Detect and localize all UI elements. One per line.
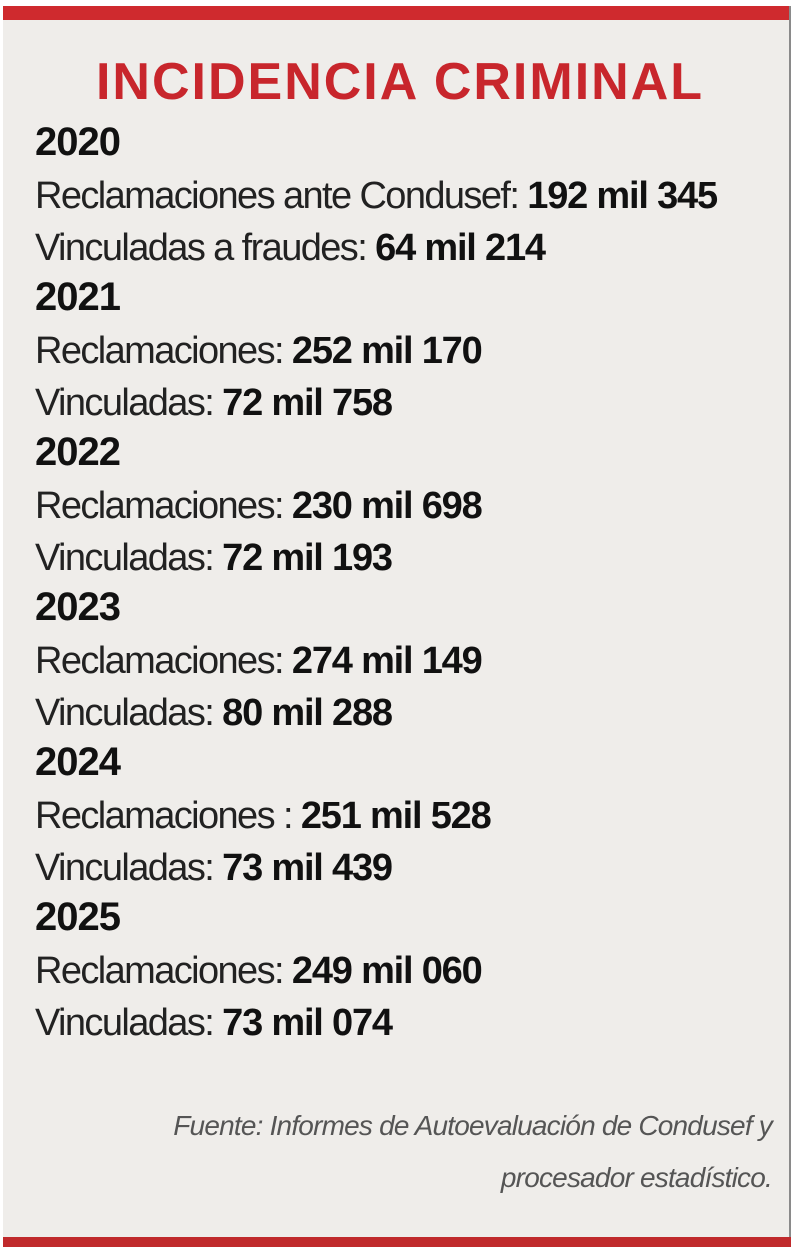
year-group: 2025 Reclamaciones: 249 mil 060 Vinculad… bbox=[35, 893, 717, 1048]
fraud-label: Vinculadas: bbox=[35, 1002, 215, 1044]
year-heading: 2020 bbox=[35, 120, 121, 164]
fraud-value: 73 mil 439 bbox=[222, 847, 393, 889]
year-group: 2021 Reclamaciones: 252 mil 170 Vinculad… bbox=[35, 273, 717, 428]
year-heading: 2023 bbox=[35, 585, 121, 629]
claims-line: Reclamaciones: 249 mil 060 bbox=[35, 945, 717, 997]
year-heading: 2022 bbox=[35, 430, 121, 474]
claims-value: 274 mil 149 bbox=[291, 640, 483, 682]
claims-value: 249 mil 060 bbox=[291, 950, 483, 992]
claims-line: Reclamaciones: 230 mil 698 bbox=[35, 480, 717, 532]
fraud-line: Vinculadas: 80 mil 288 bbox=[35, 687, 717, 739]
source-line-2: procesador estadístico. bbox=[500, 1162, 773, 1193]
claims-value: 251 mil 528 bbox=[300, 795, 492, 837]
claims-value: 192 mil 345 bbox=[527, 175, 718, 217]
fraud-value: 73 mil 074 bbox=[222, 1002, 393, 1044]
year-heading: 2021 bbox=[35, 275, 121, 319]
fraud-line: Vinculadas: 73 mil 074 bbox=[35, 997, 717, 1049]
claims-value: 252 mil 170 bbox=[291, 330, 483, 372]
bottom-accent-bar bbox=[3, 1237, 791, 1247]
infographic-card bbox=[3, 6, 791, 1246]
claims-line: Reclamaciones ante Condusef: 192 mil 345 bbox=[35, 170, 718, 222]
fraud-value: 80 mil 288 bbox=[222, 692, 393, 734]
source-note: Fuente: Informes de Autoevaluación de Co… bbox=[32, 1100, 773, 1204]
fraud-value: 72 mil 758 bbox=[222, 382, 393, 424]
infographic-title: INCIDENCIA CRIMINAL bbox=[95, 53, 705, 111]
claims-value: 230 mil 698 bbox=[291, 485, 483, 527]
claims-label: Reclamaciones : bbox=[35, 795, 294, 837]
claims-line: Reclamaciones: 274 mil 149 bbox=[35, 635, 717, 687]
year-group: 2022 Reclamaciones: 230 mil 698 Vinculad… bbox=[35, 428, 717, 583]
fraud-label: Vinculadas: bbox=[35, 382, 215, 424]
fraud-label: Vinculadas a fraudes: bbox=[35, 227, 368, 269]
top-accent-bar bbox=[3, 6, 789, 20]
claims-line: Reclamaciones: 252 mil 170 bbox=[35, 325, 717, 377]
claims-label: Reclamaciones: bbox=[35, 950, 285, 992]
claims-label: Reclamaciones ante Condusef: bbox=[35, 175, 520, 217]
fraud-label: Vinculadas: bbox=[35, 847, 215, 889]
year-group: 2024 Reclamaciones : 251 mil 528 Vincula… bbox=[35, 738, 717, 893]
fraud-line: Vinculadas: 72 mil 193 bbox=[35, 532, 717, 584]
claims-line: Reclamaciones : 251 mil 528 bbox=[35, 790, 717, 842]
fraud-value: 72 mil 193 bbox=[222, 537, 393, 579]
claims-label: Reclamaciones: bbox=[35, 640, 285, 682]
fraud-line: Vinculadas a fraudes: 64 mil 214 bbox=[35, 222, 717, 274]
fraud-line: Vinculadas: 72 mil 758 bbox=[35, 377, 717, 429]
year-group: 2023 Reclamaciones: 274 mil 149 Vinculad… bbox=[35, 583, 717, 738]
fraud-label: Vinculadas: bbox=[35, 692, 215, 734]
year-group: 2020 Reclamaciones ante Condusef: 192 mi… bbox=[35, 118, 718, 274]
yearly-list: 2020 Reclamaciones ante Condusef: 192 mi… bbox=[35, 118, 718, 1048]
year-heading: 2024 bbox=[35, 740, 121, 784]
year-heading: 2025 bbox=[35, 895, 121, 939]
source-line-1: Fuente: Informes de Autoevaluación de Co… bbox=[173, 1110, 773, 1141]
fraud-label: Vinculadas: bbox=[35, 537, 215, 579]
claims-label: Reclamaciones: bbox=[35, 330, 285, 372]
claims-label: Reclamaciones: bbox=[35, 485, 285, 527]
fraud-line: Vinculadas: 73 mil 439 bbox=[35, 842, 717, 894]
fraud-value: 64 mil 214 bbox=[375, 227, 546, 269]
